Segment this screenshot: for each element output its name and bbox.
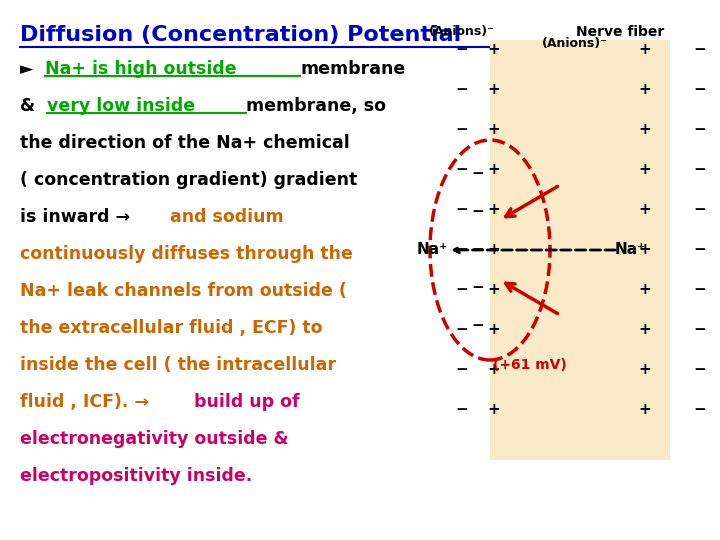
Text: (Anions)⁻: (Anions)⁻: [542, 37, 608, 50]
Text: −: −: [456, 402, 469, 417]
Text: fluid , ICF). →: fluid , ICF). →: [20, 393, 155, 411]
Text: +: +: [639, 123, 652, 138]
Text: −: −: [456, 362, 469, 377]
Text: +: +: [639, 43, 652, 57]
Text: membrane: membrane: [300, 60, 405, 78]
Text: Diffusion (Concentration) Potential: Diffusion (Concentration) Potential: [20, 25, 462, 45]
Text: +: +: [487, 83, 500, 98]
Text: −: −: [693, 242, 706, 258]
Text: (+61 mV): (+61 mV): [493, 358, 567, 372]
Text: +: +: [487, 242, 500, 258]
Text: −: −: [472, 205, 485, 219]
Text: and sodium: and sodium: [170, 208, 283, 226]
Text: the extracellular fluid , ECF) to: the extracellular fluid , ECF) to: [20, 319, 323, 337]
Text: very low inside: very low inside: [48, 97, 202, 115]
Text: −: −: [472, 319, 485, 334]
Text: inside the cell ( the intracellular: inside the cell ( the intracellular: [20, 356, 336, 374]
Text: continuously diffuses through the: continuously diffuses through the: [20, 245, 353, 263]
Text: −: −: [456, 83, 469, 98]
Text: Na⁺: Na⁺: [614, 242, 646, 258]
Text: build up of: build up of: [194, 393, 300, 411]
Text: −: −: [693, 202, 706, 218]
Text: −: −: [693, 402, 706, 417]
Text: +: +: [639, 83, 652, 98]
Text: +: +: [639, 163, 652, 178]
Text: −: −: [456, 163, 469, 178]
Text: −: −: [693, 123, 706, 138]
Text: membrane, so: membrane, so: [246, 97, 386, 115]
Text: −: −: [472, 242, 485, 258]
Text: +: +: [639, 402, 652, 417]
Text: +: +: [639, 282, 652, 298]
Text: −: −: [693, 362, 706, 377]
Text: −: −: [456, 282, 469, 298]
Text: Na+ is high outside: Na+ is high outside: [45, 60, 243, 78]
Text: is inward →: is inward →: [20, 208, 136, 226]
Text: −: −: [472, 280, 485, 295]
Text: ►: ►: [20, 60, 40, 78]
Text: Nerve fiber: Nerve fiber: [576, 25, 664, 39]
Text: +: +: [487, 43, 500, 57]
Text: Na+ leak channels from outside (: Na+ leak channels from outside (: [20, 282, 347, 300]
Text: +: +: [487, 282, 500, 298]
Text: Na⁺: Na⁺: [416, 242, 448, 258]
Text: −: −: [693, 83, 706, 98]
Text: (Anions)⁻: (Anions)⁻: [429, 25, 495, 38]
Text: −: −: [456, 43, 469, 57]
Text: electropositivity inside.: electropositivity inside.: [20, 467, 252, 485]
Text: −: −: [456, 123, 469, 138]
Text: +: +: [639, 202, 652, 218]
Text: +: +: [487, 163, 500, 178]
Text: +: +: [639, 242, 652, 258]
Text: −: −: [693, 163, 706, 178]
Text: −: −: [693, 322, 706, 338]
Text: +: +: [487, 362, 500, 377]
Text: +: +: [639, 322, 652, 338]
Text: −: −: [456, 202, 469, 218]
Text: −: −: [693, 43, 706, 57]
Text: −: −: [693, 282, 706, 298]
Text: &: &: [20, 97, 41, 115]
Text: +: +: [487, 402, 500, 417]
Text: +: +: [487, 123, 500, 138]
Text: +: +: [639, 362, 652, 377]
Bar: [490, 40, 670, 460]
Text: +: +: [487, 322, 500, 338]
Text: the direction of the Na+ chemical: the direction of the Na+ chemical: [20, 134, 350, 152]
Text: −: −: [472, 166, 485, 181]
Text: +: +: [487, 202, 500, 218]
Text: −: −: [456, 242, 469, 258]
Text: electronegativity outside &: electronegativity outside &: [20, 430, 289, 448]
Text: −: −: [456, 322, 469, 338]
Text: ( concentration gradient) gradient: ( concentration gradient) gradient: [20, 171, 357, 189]
